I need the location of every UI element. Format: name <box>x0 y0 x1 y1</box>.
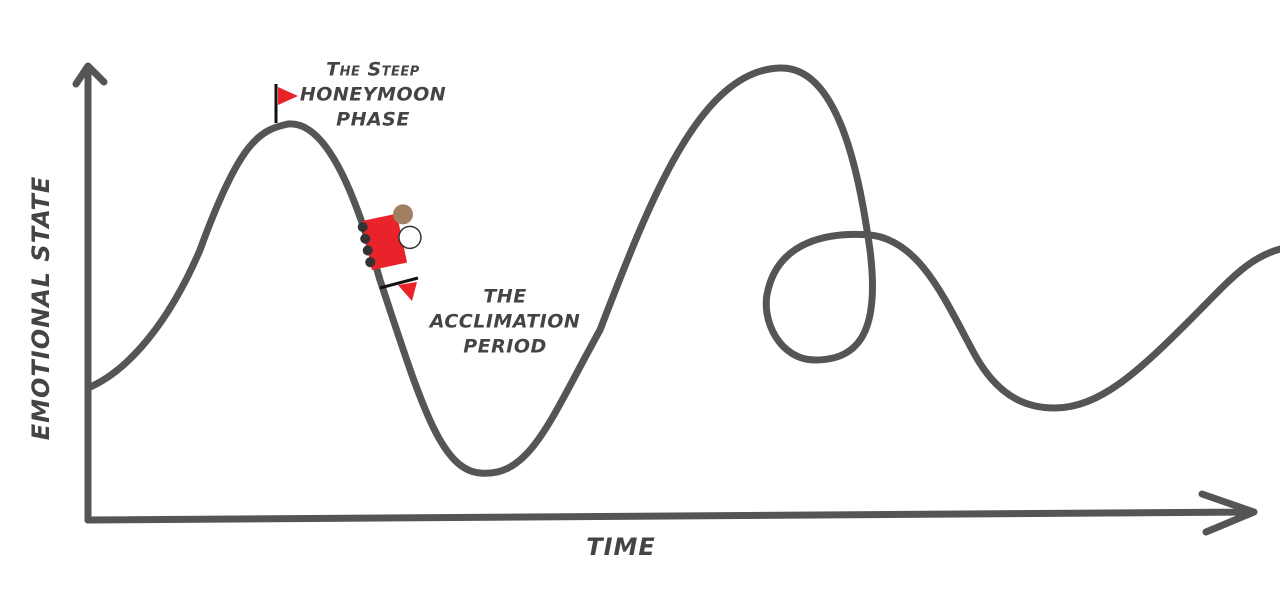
annotation-line: THE <box>483 286 526 308</box>
annotation-line: The Steep <box>326 59 420 81</box>
lower-flag <box>379 276 419 301</box>
y-axis-label: EMOTIONAL STATE <box>27 176 55 441</box>
coaster-cart <box>357 204 422 271</box>
y-axis <box>72 62 108 524</box>
x-axis-label: TIME <box>586 533 656 561</box>
x-axis <box>84 490 1258 536</box>
emotion-curve <box>84 64 1280 477</box>
annotation-line: ACCLIMATION <box>428 311 581 333</box>
annotation-line: PHASE <box>336 109 410 131</box>
annotation-line: HONEYMOON <box>300 84 446 106</box>
peak-flag <box>274 84 298 123</box>
annotation-line: PERIOD <box>463 336 547 358</box>
